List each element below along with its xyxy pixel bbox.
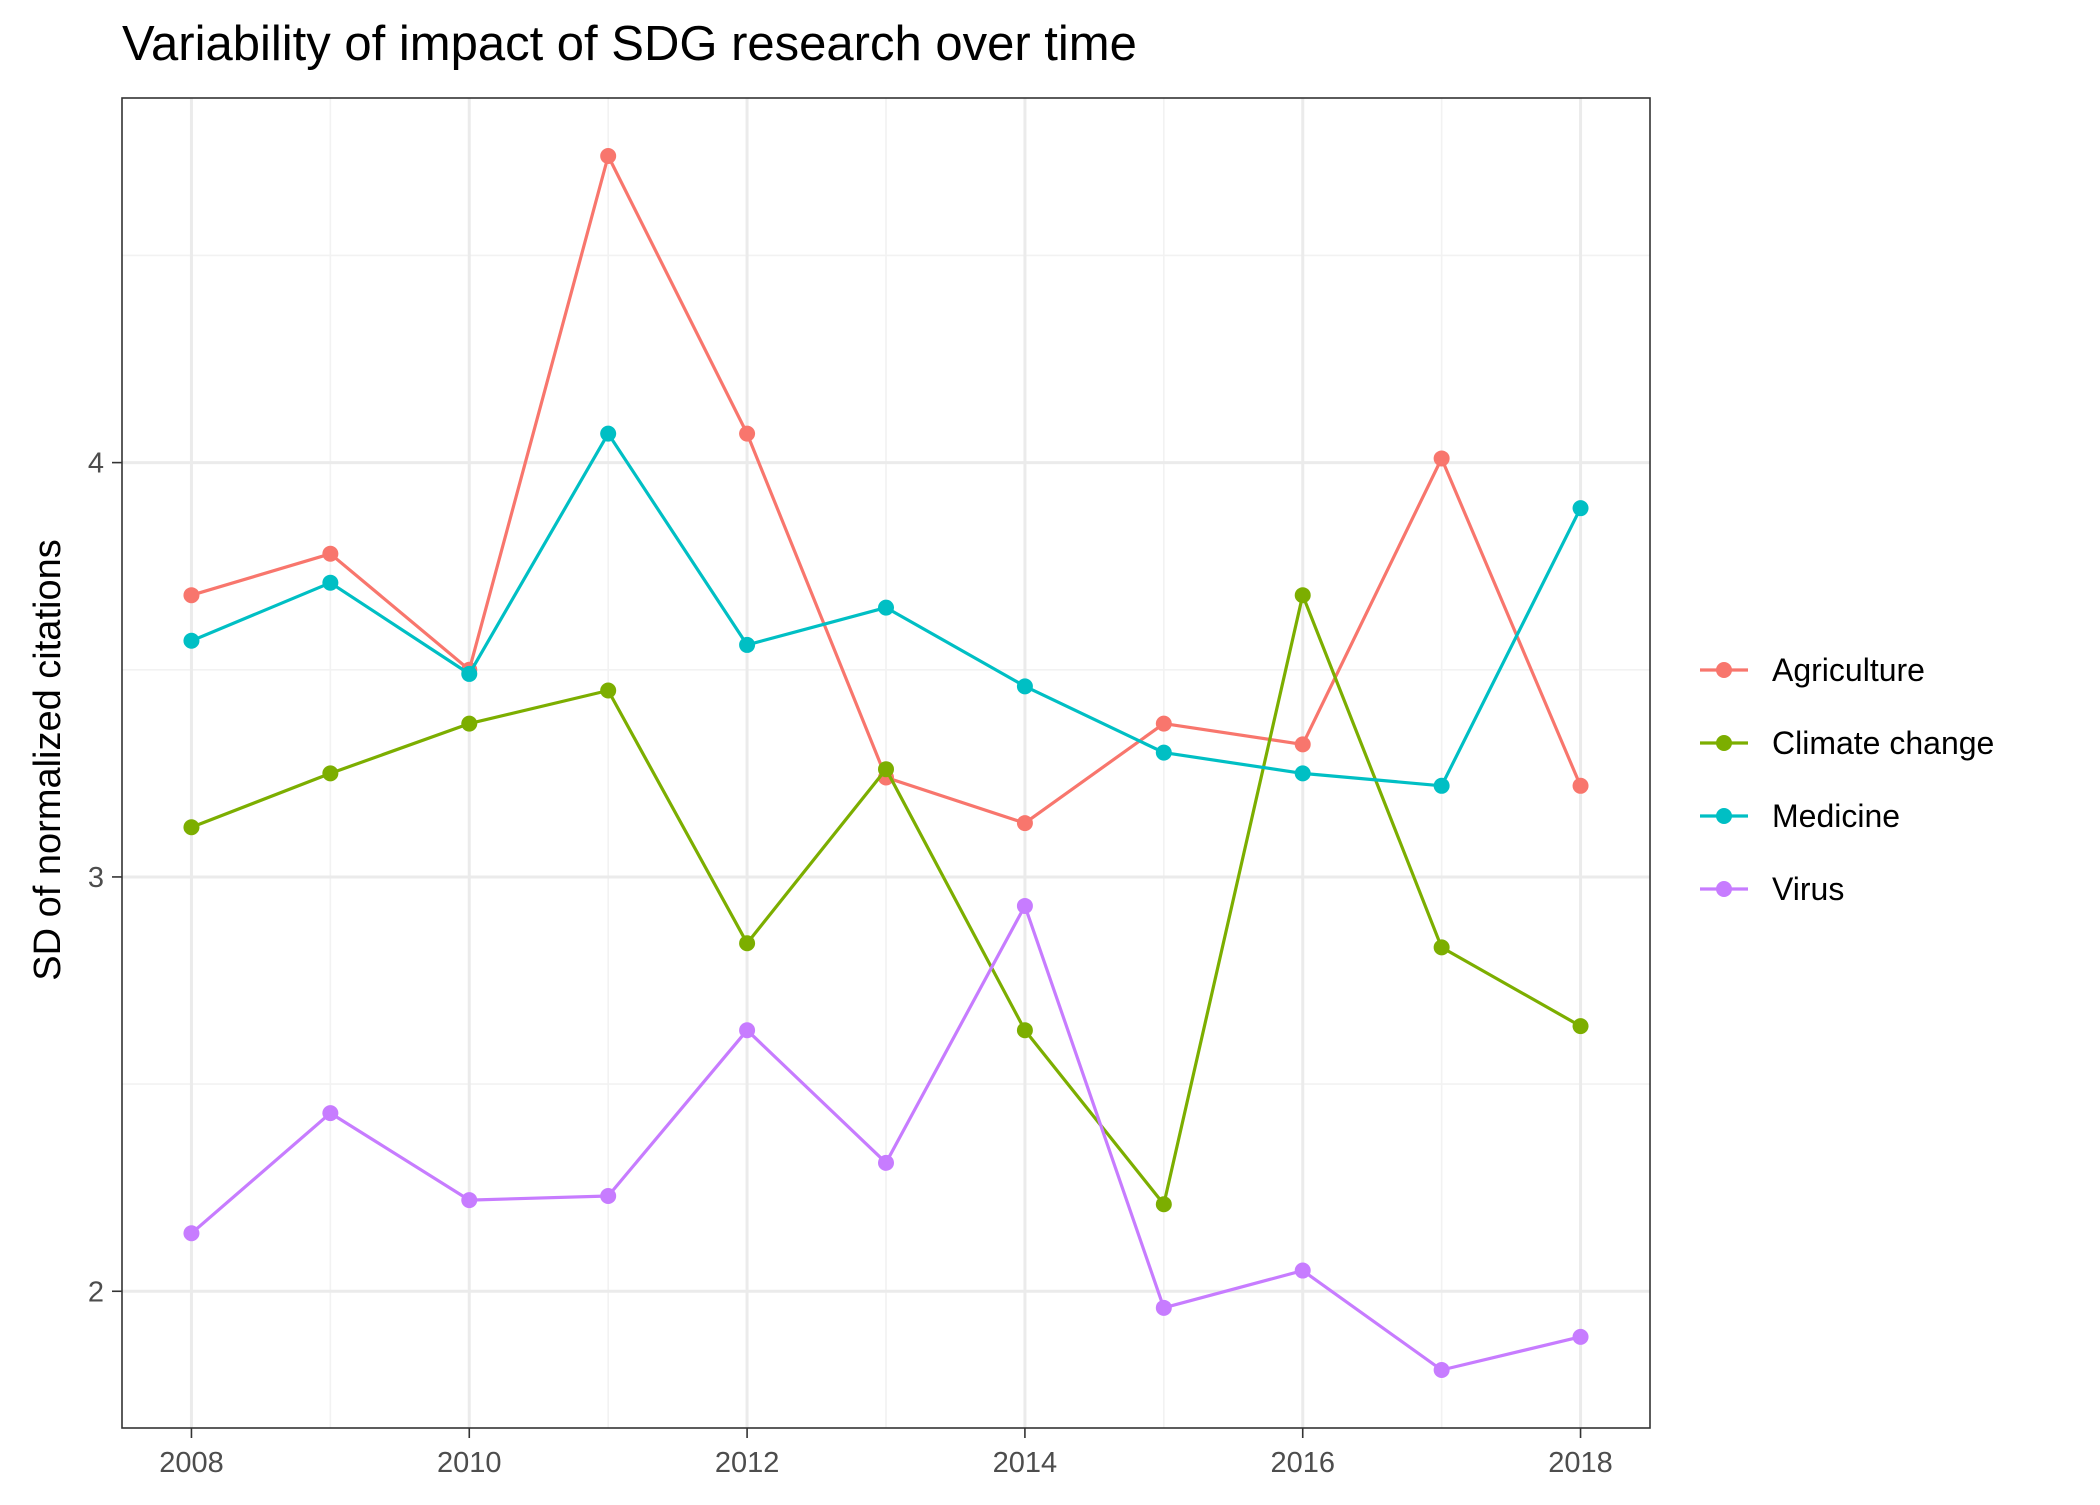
data-point-medicine bbox=[1433, 777, 1450, 794]
data-point-virus bbox=[461, 1192, 478, 1209]
data-point-medicine bbox=[322, 574, 339, 591]
x-tick-label: 2008 bbox=[159, 1447, 224, 1479]
data-point-virus bbox=[1433, 1361, 1450, 1378]
legend-item-virus: Virus bbox=[1700, 871, 1844, 907]
data-point-virus bbox=[183, 1225, 200, 1242]
x-tick-label: 2012 bbox=[715, 1447, 780, 1479]
data-point-climate-change bbox=[1433, 939, 1450, 956]
data-point-medicine bbox=[183, 632, 200, 649]
data-point-virus bbox=[739, 1022, 756, 1039]
legend-key-point bbox=[1716, 662, 1732, 678]
data-point-agriculture bbox=[739, 425, 756, 442]
data-point-agriculture bbox=[1016, 815, 1033, 832]
data-point-medicine bbox=[1016, 678, 1033, 695]
x-tick-label: 2010 bbox=[437, 1447, 502, 1479]
data-point-virus bbox=[1155, 1299, 1172, 1316]
data-point-virus bbox=[1572, 1328, 1589, 1345]
legend-label: Medicine bbox=[1772, 798, 1900, 834]
data-point-virus bbox=[322, 1105, 339, 1122]
x-tick-label: 2018 bbox=[1548, 1447, 1613, 1479]
data-point-agriculture bbox=[1294, 736, 1311, 753]
data-point-climate-change bbox=[1294, 587, 1311, 604]
data-point-climate-change bbox=[739, 935, 756, 952]
data-point-agriculture bbox=[183, 587, 200, 604]
legend-label: Agriculture bbox=[1772, 652, 1925, 688]
series-layer bbox=[183, 148, 1589, 1378]
data-point-climate-change bbox=[322, 765, 339, 782]
x-tick-label: 2016 bbox=[1270, 1447, 1335, 1479]
y-tick-label: 4 bbox=[88, 448, 104, 480]
data-point-medicine bbox=[1572, 500, 1589, 517]
y-axis-title: SD of normalized citations bbox=[27, 539, 69, 980]
data-point-medicine bbox=[461, 665, 478, 682]
y-tick-label: 3 bbox=[88, 862, 104, 894]
data-point-virus bbox=[1294, 1262, 1311, 1279]
data-point-medicine bbox=[1294, 765, 1311, 782]
legend-key-point bbox=[1716, 735, 1732, 751]
data-point-agriculture bbox=[322, 545, 339, 562]
y-tick-label: 2 bbox=[88, 1276, 104, 1308]
legend-key-point bbox=[1716, 881, 1732, 897]
data-point-medicine bbox=[1155, 744, 1172, 761]
data-point-medicine bbox=[600, 425, 617, 442]
series-medicine bbox=[183, 425, 1589, 794]
data-point-agriculture bbox=[600, 148, 617, 165]
data-point-climate-change bbox=[600, 682, 617, 699]
data-point-virus bbox=[600, 1187, 617, 1204]
legend-item-climate-change: Climate change bbox=[1700, 725, 1994, 761]
data-point-agriculture bbox=[1155, 715, 1172, 732]
data-point-climate-change bbox=[461, 715, 478, 732]
series-climate-change bbox=[183, 587, 1589, 1213]
axes: 2008 2010 2012 2014 2016 2018 2 3 4 bbox=[88, 97, 1651, 1479]
data-point-climate-change bbox=[878, 761, 894, 778]
data-point-climate-change bbox=[1572, 1018, 1589, 1035]
chart-title: Variability of impact of SDG research ov… bbox=[122, 17, 1137, 71]
legend-label: Virus bbox=[1772, 871, 1844, 907]
legend: Agriculture Climate change Medicine Virus bbox=[1700, 652, 1994, 907]
data-point-virus bbox=[1016, 897, 1033, 914]
data-point-climate-change bbox=[183, 819, 200, 836]
data-point-virus bbox=[878, 1154, 894, 1171]
data-point-agriculture bbox=[1433, 450, 1450, 467]
data-point-medicine bbox=[878, 599, 894, 616]
legend-item-agriculture: Agriculture bbox=[1700, 652, 1925, 688]
data-point-climate-change bbox=[1016, 1022, 1033, 1039]
series-virus bbox=[183, 897, 1589, 1378]
data-point-climate-change bbox=[1155, 1196, 1172, 1213]
legend-item-medicine: Medicine bbox=[1700, 798, 1900, 834]
panel-border bbox=[121, 97, 1651, 1429]
data-point-medicine bbox=[739, 636, 756, 653]
data-point-agriculture bbox=[1572, 777, 1589, 794]
x-tick-label: 2014 bbox=[993, 1447, 1058, 1479]
legend-key-point bbox=[1716, 808, 1732, 824]
legend-label: Climate change bbox=[1772, 725, 1994, 761]
